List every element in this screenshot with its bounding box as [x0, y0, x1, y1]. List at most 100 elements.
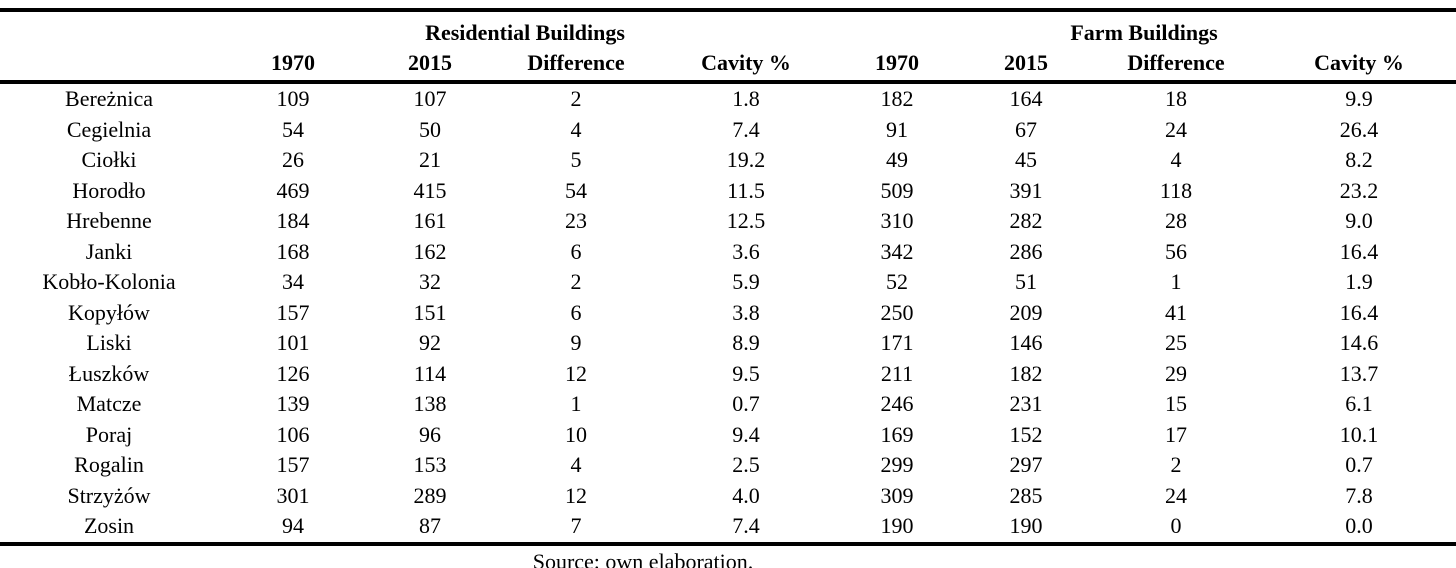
village-name-cell: Ciołki — [81, 147, 137, 173]
value-cell: 26 — [282, 147, 304, 173]
value-cell: 7.8 — [1345, 482, 1373, 508]
table-row: Poraj 106 96 10 9.4 169 152 17 10.1 — [0, 420, 1456, 451]
table-row: Kopyłów 157 151 6 3.8 250 209 41 16.4 — [0, 298, 1456, 329]
buildings-table: Residential Buildings Farm Buildings 197… — [0, 8, 1456, 546]
value-cell: 21 — [419, 147, 441, 173]
value-cell: 50 — [419, 116, 441, 142]
village-name-cell: Zosin — [83, 513, 135, 539]
table-row: Rogalin 157 153 4 2.5 299 297 2 0.7 — [0, 450, 1456, 481]
village-name-cell: Poraj — [85, 421, 133, 447]
value-cell: 162 — [413, 238, 447, 264]
village-name-cell: Kopyłów — [68, 299, 150, 325]
value-cell: 5 — [570, 147, 582, 173]
value-cell: 41 — [1165, 299, 1188, 325]
value-cell: 169 — [880, 421, 914, 447]
source-caption: Source: own elaboration. — [532, 548, 754, 568]
value-cell: 209 — [1009, 299, 1043, 325]
value-cell: 10.1 — [1339, 421, 1379, 447]
column-header-res-difference: Difference — [492, 50, 660, 84]
value-cell: 285 — [1009, 482, 1043, 508]
value-cell: 391 — [1009, 177, 1043, 203]
value-cell: 29 — [1165, 360, 1188, 386]
value-cell: 4 — [1170, 147, 1182, 173]
column-header-res-2015: 2015 — [368, 50, 492, 84]
value-cell: 1.9 — [1345, 269, 1373, 295]
value-cell: 10 — [565, 421, 587, 447]
value-cell: 4 — [570, 452, 582, 478]
value-cell: 23 — [565, 208, 587, 234]
value-cell: 6.1 — [1345, 391, 1373, 417]
value-cell: 182 — [1009, 360, 1043, 386]
value-cell: 7.4 — [732, 116, 760, 142]
group-header-residential: Residential Buildings — [425, 20, 625, 46]
village-name-cell: Liski — [86, 330, 132, 356]
corner-cell — [0, 10, 218, 50]
value-cell: 0.0 — [1345, 513, 1373, 539]
value-cell: 101 — [276, 330, 310, 356]
table-row: Łuszków 126 114 12 9.5 211 182 29 13.7 — [0, 359, 1456, 390]
value-cell: 4.0 — [732, 482, 760, 508]
village-name-cell: Strzyżów — [67, 482, 151, 508]
table-body: Bereżnica 109 107 2 1.8 182 164 18 9.9 Cegielnia 5… — [0, 82, 1456, 544]
table-row: Janki 168 162 6 3.6 342 286 56 16.4 — [0, 237, 1456, 268]
value-cell: 161 — [413, 208, 447, 234]
value-cell: 6 — [570, 299, 582, 325]
value-cell: 17 — [1165, 421, 1188, 447]
value-cell: 16.4 — [1339, 238, 1379, 264]
value-cell: 14.6 — [1339, 330, 1379, 356]
value-cell: 52 — [886, 269, 909, 295]
value-cell: 0.7 — [732, 391, 760, 417]
value-cell: 51 — [1015, 269, 1038, 295]
value-cell: 2 — [570, 269, 582, 295]
value-cell: 87 — [419, 513, 441, 539]
column-header-res-1970: 1970 — [218, 50, 368, 84]
value-cell: 45 — [1015, 147, 1038, 173]
value-cell: 12.5 — [726, 208, 766, 234]
value-cell: 9.0 — [1345, 208, 1373, 234]
village-name-cell: Rogalin — [74, 452, 144, 478]
column-header-farm-2015: 2015 — [962, 50, 1091, 84]
value-cell: 151 — [413, 299, 447, 325]
value-cell: 157 — [276, 299, 310, 325]
value-cell: 7.4 — [732, 513, 760, 539]
value-cell: 92 — [419, 330, 441, 356]
value-cell: 171 — [880, 330, 914, 356]
value-cell: 153 — [413, 452, 447, 478]
column-header-farm-difference: Difference — [1090, 50, 1263, 84]
value-cell: 168 — [276, 238, 310, 264]
table-row: Strzyżów 301 289 12 4.0 309 285 24 7.8 — [0, 481, 1456, 512]
value-cell: 49 — [886, 147, 909, 173]
value-cell: 1 — [1170, 269, 1182, 295]
value-cell: 18 — [1165, 86, 1188, 112]
value-cell: 1 — [570, 391, 582, 417]
value-cell: 7 — [570, 513, 582, 539]
value-cell: 157 — [276, 452, 310, 478]
column-header-farm-cavity: Cavity % — [1262, 50, 1456, 84]
value-cell: 9.4 — [732, 421, 760, 447]
value-cell: 11.5 — [727, 177, 765, 203]
value-cell: 12 — [565, 360, 587, 386]
value-cell: 107 — [413, 86, 447, 112]
value-cell: 0 — [1170, 513, 1182, 539]
value-cell: 106 — [276, 421, 310, 447]
value-cell: 9 — [570, 330, 582, 356]
value-cell: 184 — [276, 208, 310, 234]
value-cell: 25 — [1165, 330, 1188, 356]
value-cell: 94 — [282, 513, 304, 539]
value-cell: 12 — [565, 482, 587, 508]
value-cell: 310 — [880, 208, 914, 234]
table-row: Ciołki 26 21 5 19.2 49 45 4 8.2 — [0, 145, 1456, 176]
value-cell: 28 — [1165, 208, 1188, 234]
value-cell: 24 — [1165, 116, 1188, 142]
value-cell: 211 — [880, 360, 914, 386]
table-row: Liski 101 92 9 8.9 171 146 25 14.6 — [0, 328, 1456, 359]
table-row: Cegielnia 54 50 4 7.4 91 67 24 26.4 — [0, 115, 1456, 146]
value-cell: 23.2 — [1339, 177, 1379, 203]
value-cell: 34 — [282, 269, 304, 295]
value-cell: 96 — [419, 421, 441, 447]
value-cell: 297 — [1009, 452, 1043, 478]
value-cell: 299 — [880, 452, 914, 478]
village-name-cell: Cegielnia — [66, 116, 152, 142]
value-cell: 15 — [1165, 391, 1188, 417]
